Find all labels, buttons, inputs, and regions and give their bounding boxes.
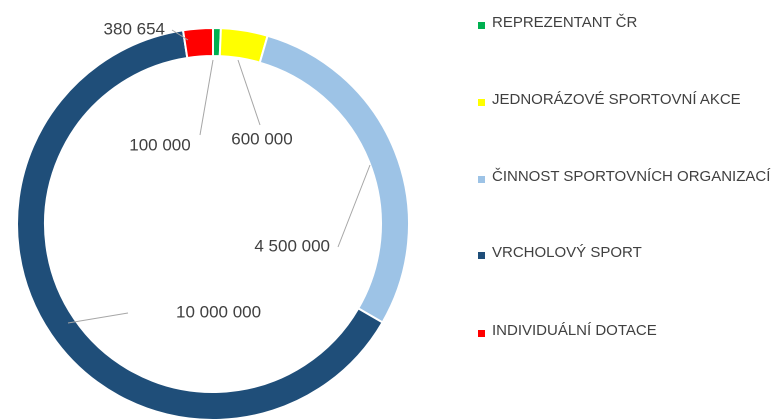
donut-slice [16, 29, 384, 420]
legend-item: ČINNOST SPORTOVNÍCH ORGANIZACÍ [478, 168, 772, 188]
data-label: 600 000 [231, 129, 292, 148]
legend-swatch [478, 99, 485, 106]
leader-line [171, 29, 189, 41]
donut-slice [258, 34, 410, 324]
legend-swatch [478, 252, 485, 259]
legend-label: JEDNORÁZOVÉ SPORTOVNÍ AKCE [492, 91, 741, 108]
legend-label: VRCHOLOVÝ SPORT [492, 244, 642, 261]
legend-swatch [478, 330, 485, 337]
leader-line [67, 312, 129, 324]
data-label: 380 654 [104, 19, 165, 38]
data-label: 10 000 000 [176, 302, 261, 321]
legend-item: VRCHOLOVÝ SPORT [478, 244, 772, 264]
legend-item: INDIVIDUÁLNÍ DOTACE [478, 322, 772, 342]
legend-item: JEDNORÁZOVÉ SPORTOVNÍ AKCE [478, 91, 772, 111]
leader-line [237, 59, 261, 126]
donut-slice [181, 26, 214, 60]
data-label: 100 000 [129, 135, 190, 154]
legend-item: REPREZENTANT ČR [478, 14, 772, 34]
legend-swatch [478, 22, 485, 29]
legend-label: ČINNOST SPORTOVNÍCH ORGANIZACÍ [492, 168, 771, 185]
legend-swatch [478, 176, 485, 183]
legend-label: INDIVIDUÁLNÍ DOTACE [492, 322, 657, 339]
chart: 100 000 600 000 4 500 000 10 000 000 380 654 [16, 19, 410, 420]
legend-label: REPREZENTANT ČR [492, 14, 638, 31]
leader-line [199, 59, 214, 136]
leader-line [337, 164, 371, 248]
data-label: 4 500 000 [254, 236, 330, 255]
